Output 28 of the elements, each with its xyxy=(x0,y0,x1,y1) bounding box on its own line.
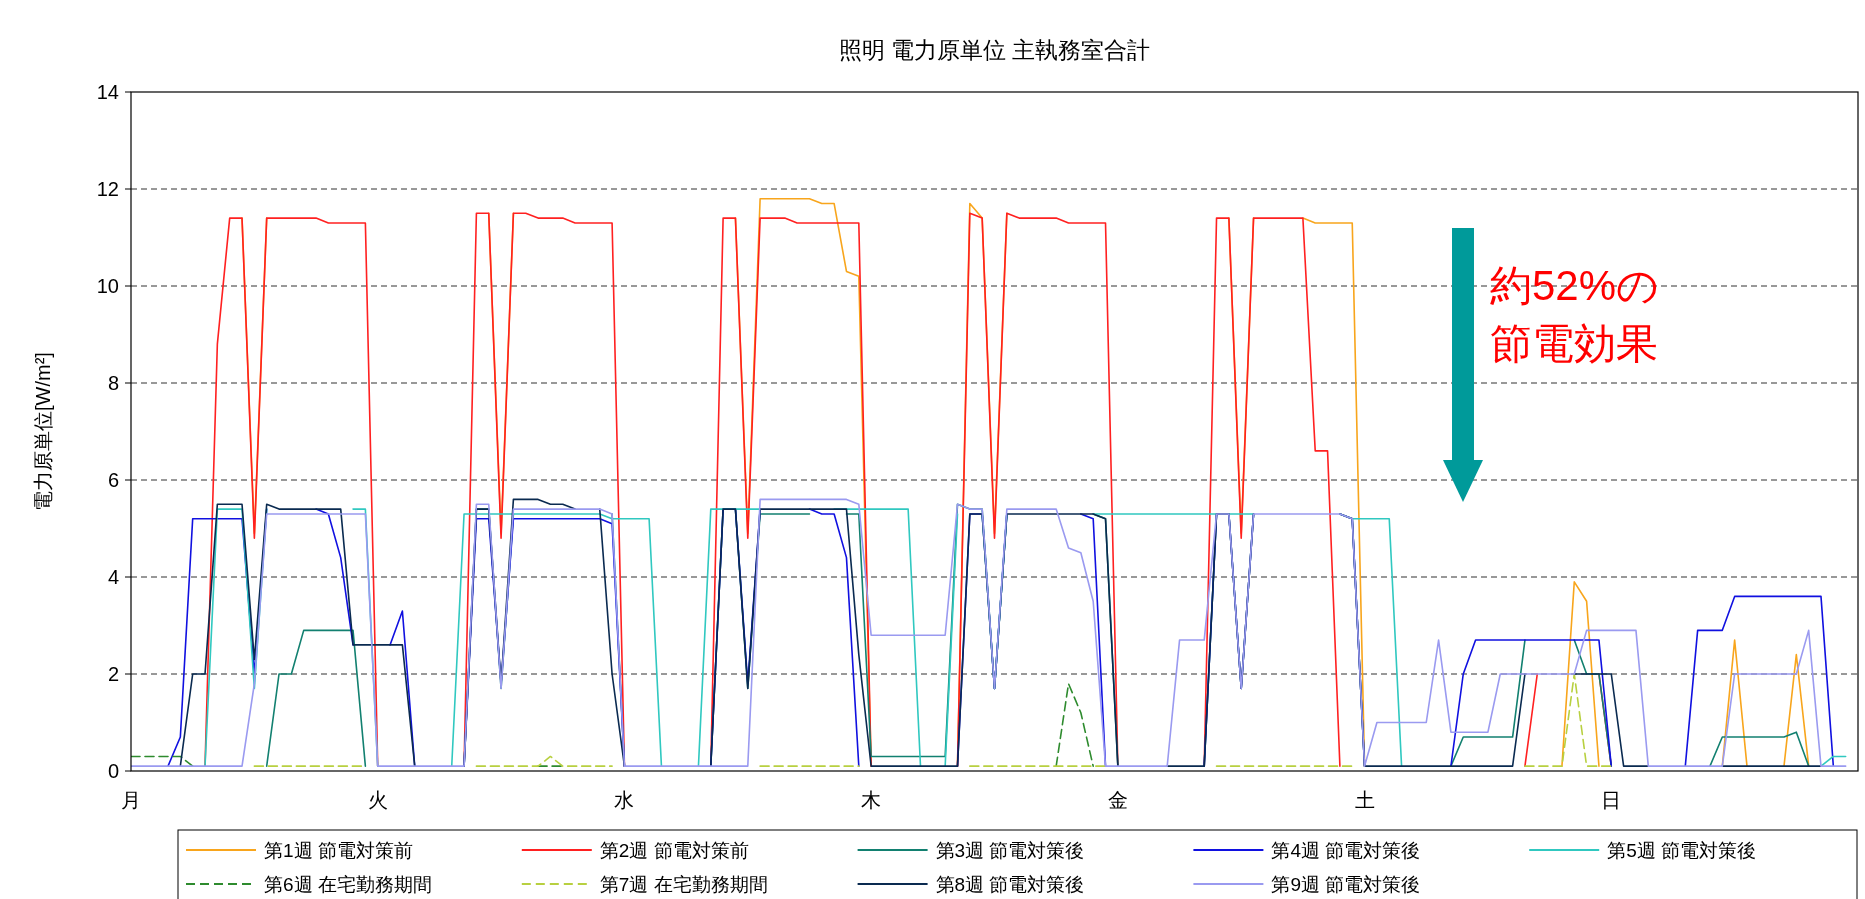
legend-label: 第5週 節電対策後 xyxy=(1607,840,1757,861)
y-axis-title: 電力原単位[W/m²] xyxy=(32,352,54,511)
x-tick-label: 火 xyxy=(367,789,388,811)
y-tick-label: 0 xyxy=(107,760,119,782)
y-tick-label: 6 xyxy=(107,469,119,491)
legend-label: 第3週 節電対策後 xyxy=(935,840,1085,861)
y-tick-label: 10 xyxy=(96,275,119,297)
chart-title: 照明 電力原単位 主執務室合計 xyxy=(838,37,1151,63)
x-tick-label: 日 xyxy=(1601,789,1622,811)
x-tick-label: 木 xyxy=(861,789,882,811)
x-tick-label: 土 xyxy=(1354,789,1375,811)
legend-label: 第7週 在宅勤務期間 xyxy=(599,874,768,895)
legend-label: 第9週 節電対策後 xyxy=(1271,874,1421,895)
annotation: 節電効果 xyxy=(1490,320,1658,367)
y-tick-label: 8 xyxy=(107,372,119,394)
legend-label: 第1週 節電対策前 xyxy=(264,840,413,861)
legend-label: 第4週 節電対策後 xyxy=(1271,840,1421,861)
x-tick-label: 月 xyxy=(121,789,141,811)
legend-label: 第6週 在宅勤務期間 xyxy=(264,874,432,895)
y-tick-label: 4 xyxy=(107,566,119,588)
y-tick-label: 14 xyxy=(96,81,119,103)
legend-label: 第2週 節電対策前 xyxy=(599,840,749,861)
annotation: 約52%の xyxy=(1490,262,1660,309)
y-tick-label: 2 xyxy=(107,663,119,685)
legend-label: 第8週 節電対策後 xyxy=(935,874,1085,895)
x-tick-label: 水 xyxy=(614,789,635,811)
y-tick-label: 12 xyxy=(96,178,119,200)
x-tick-label: 金 xyxy=(1107,789,1128,811)
